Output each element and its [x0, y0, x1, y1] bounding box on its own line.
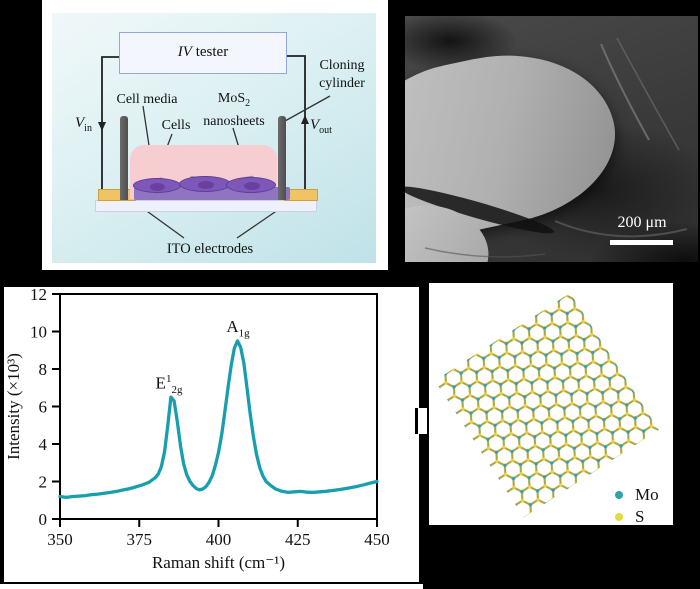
iv-tester-label: tester — [191, 44, 229, 60]
svg-text:8: 8 — [39, 360, 48, 379]
legend-row-mo: Mo — [615, 485, 659, 505]
iv-tester-label-italic: IV — [177, 44, 192, 60]
peak-label-e2g: E12g — [155, 373, 183, 397]
cell — [179, 176, 231, 192]
svg-text:350: 350 — [47, 530, 73, 549]
v-in-label: Vin — [75, 115, 92, 134]
arrow-down-icon — [98, 122, 106, 131]
schematic-panel: IV tester Vin Vout Cell media Cells MoS2… — [52, 13, 376, 263]
svg-text:375: 375 — [127, 530, 153, 549]
chart-underlay — [0, 584, 423, 589]
mos2-nanosheets-label: MoS2 nanosheets — [203, 91, 265, 129]
pointer-cloning-cylinder — [284, 95, 331, 122]
peak-label-a1g: A1g — [226, 317, 250, 340]
cloning-cylinder-wall-left — [120, 116, 128, 200]
svg-text:4: 4 — [39, 435, 48, 454]
cell-nucleus — [198, 181, 214, 189]
sem-scale-label: 200 μm — [617, 214, 667, 231]
iv-tester-box: IV tester — [119, 32, 287, 74]
sem-image-panel: 200 μm — [405, 16, 698, 262]
sem-ridges-svg — [424, 37, 688, 258]
sem-scale-bar — [610, 240, 673, 245]
svg-text:Intensity (×10³): Intensity (×10³) — [4, 353, 23, 460]
cell-media-label: Cell media — [116, 92, 178, 107]
legend-label-mo: Mo — [635, 485, 659, 504]
svg-text:2: 2 — [39, 473, 48, 492]
svg-text:12: 12 — [30, 287, 47, 304]
cells-label: Cells — [161, 118, 191, 133]
raman-chart-svg: 350 375 400 425 450 0 2 4 6 8 10 12 Raman shift (cm⁻… — [4, 287, 390, 572]
mo-atom-icon — [615, 491, 623, 499]
svg-text:400: 400 — [206, 530, 232, 549]
svg-text:0: 0 — [39, 510, 48, 529]
svg-text:425: 425 — [285, 530, 311, 549]
v-out-label: Vout — [310, 117, 332, 136]
pointer-cell-media — [142, 105, 151, 153]
cell-nucleus — [150, 183, 165, 191]
s-atom-icon — [615, 513, 623, 521]
legend-row-s: S — [615, 507, 644, 527]
lattice-panel: Mo S — [429, 283, 673, 527]
svg-text:450: 450 — [364, 530, 390, 549]
cell-nucleus — [244, 182, 260, 190]
cell — [226, 177, 276, 193]
cell — [133, 178, 181, 193]
ito-electrodes-label: ITO electrodes — [166, 241, 254, 257]
svg-text:10: 10 — [30, 323, 47, 342]
wire-right — [287, 55, 306, 189]
svg-text:6: 6 — [39, 398, 48, 417]
cropped-edge-remnant — [415, 408, 427, 434]
cloning-cylinder-wall-right — [278, 116, 286, 200]
mos2-lattice-svg — [434, 293, 659, 518]
svg-text:Raman shift (cm⁻¹): Raman shift (cm⁻¹) — [152, 553, 285, 572]
raman-chart-panel: 350 375 400 425 450 0 2 4 6 8 10 12 Raman shift (cm⁻… — [2, 285, 421, 584]
cloning-cylinder-label: Cloning cylinder — [319, 58, 365, 91]
wire-left — [101, 56, 119, 189]
arrow-up-icon — [301, 115, 309, 124]
glass-substrate — [95, 200, 317, 212]
legend-label-s: S — [635, 507, 645, 526]
